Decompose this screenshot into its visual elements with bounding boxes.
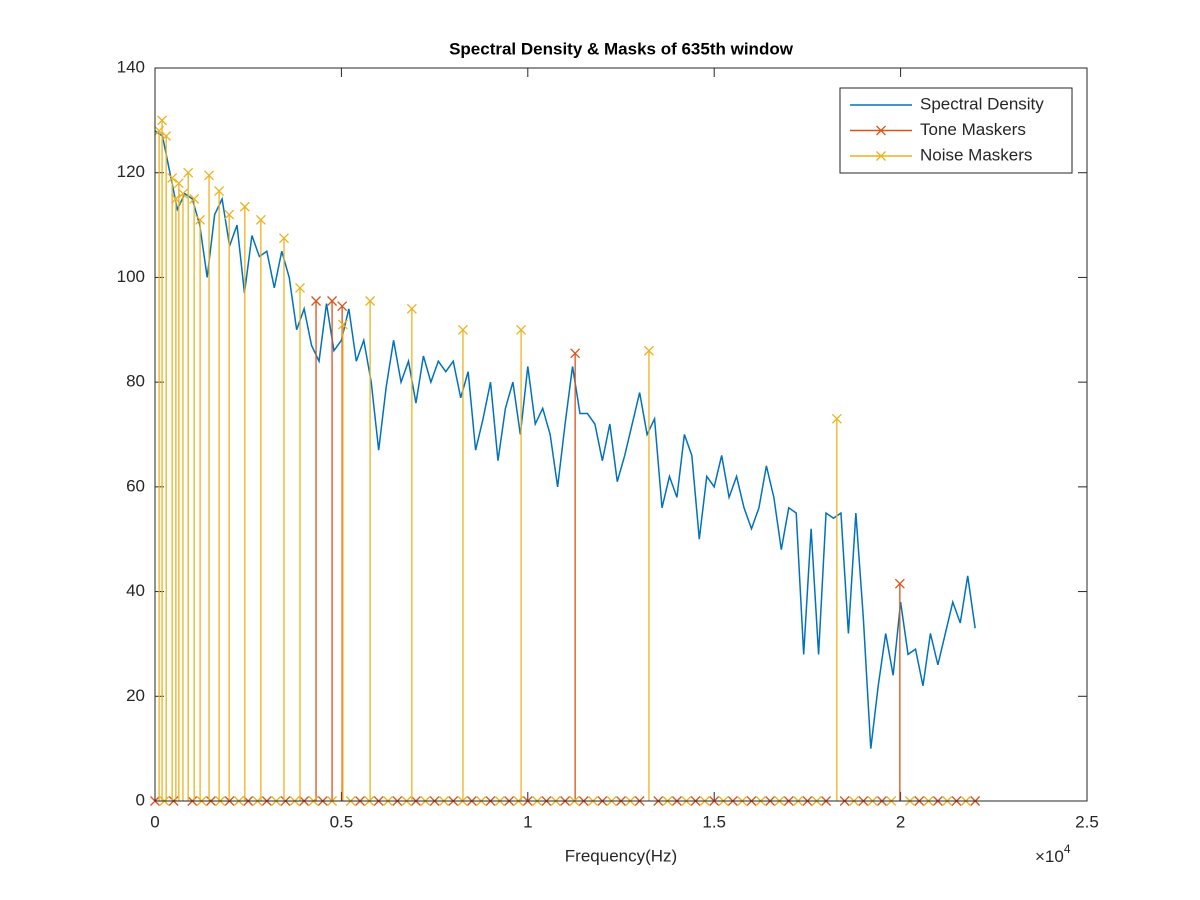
y-tick-label: 100 <box>117 267 145 286</box>
stem-marker <box>327 296 338 306</box>
y-tick-label: 0 <box>136 790 145 809</box>
x-tick-label: 2.5 <box>1075 812 1099 831</box>
y-tick-label: 120 <box>117 162 145 181</box>
stem-marker <box>365 296 376 306</box>
stem-marker <box>457 324 468 335</box>
stem-marker <box>214 186 225 196</box>
stem-marker <box>178 188 188 199</box>
x-tick-label: 0 <box>150 812 159 831</box>
y-tick-label: 40 <box>126 581 145 600</box>
stem-marker <box>894 578 905 589</box>
stem-marker <box>224 209 235 220</box>
x-multiplier: ×104 <box>1035 842 1071 866</box>
stem-marker <box>239 201 250 212</box>
stem-marker <box>279 233 289 244</box>
chart-title: Spectral Density & Masks of 635th window <box>449 39 794 58</box>
x-multiplier-base: ×10 <box>1035 847 1064 866</box>
stem-marker <box>311 296 322 306</box>
stem-marker <box>157 115 168 126</box>
stem-marker <box>644 345 654 356</box>
spectral-line <box>155 130 976 749</box>
axes-box <box>154 67 1088 802</box>
stem-marker <box>189 193 200 204</box>
stem-marker <box>831 413 842 424</box>
stem-marker <box>183 167 194 178</box>
x-tick-label: 2 <box>896 812 905 831</box>
x-multiplier-power: 4 <box>1064 842 1071 856</box>
y-tick-label: 80 <box>126 372 145 391</box>
x-tick-label: 1 <box>523 812 532 831</box>
stem-marker <box>195 214 206 225</box>
legend-marker <box>876 151 886 161</box>
stem-marker <box>406 303 417 314</box>
stem-marker <box>570 348 581 359</box>
stem-marker <box>295 282 305 293</box>
legend-label: Tone Maskers <box>920 120 1026 139</box>
stem-marker <box>167 172 178 183</box>
stem-marker <box>516 324 527 335</box>
stem-marker <box>337 319 348 330</box>
x-axis-label: Frequency(Hz) <box>565 846 677 865</box>
stem-marker <box>173 178 184 189</box>
legend-label: Spectral Density <box>920 94 1044 113</box>
y-tick-label: 140 <box>117 57 145 76</box>
y-tick-label: 20 <box>126 686 145 705</box>
legend-label: Noise Maskers <box>920 145 1032 164</box>
x-tick-label: 1.5 <box>702 812 726 831</box>
stem-marker <box>204 170 215 181</box>
stem-marker <box>337 301 348 312</box>
y-tick-label: 60 <box>126 476 145 495</box>
stem-marker <box>255 214 266 225</box>
stem-marker <box>161 131 172 142</box>
legend-marker <box>876 125 886 136</box>
x-tick-label: 0.5 <box>330 812 354 831</box>
